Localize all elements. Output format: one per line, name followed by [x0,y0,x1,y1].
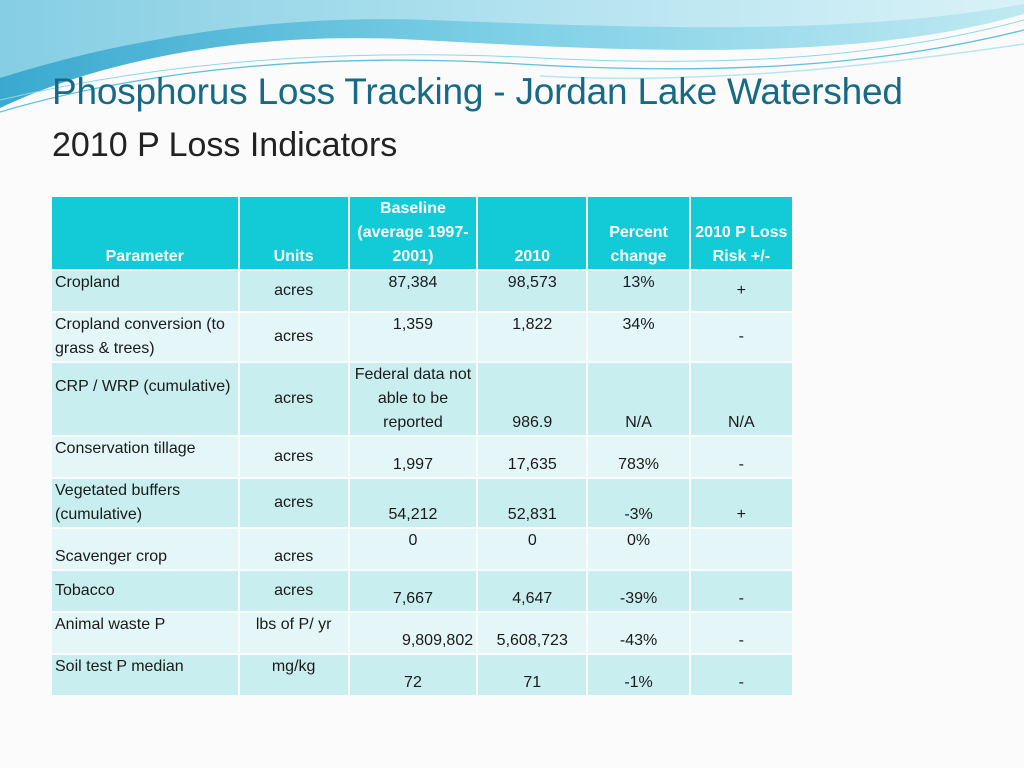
cell-2010: 986.9 [478,363,587,435]
header-wave-decoration [0,0,1024,130]
slide-subtitle: 2010 P Loss Indicators [52,126,398,164]
slide-title: Phosphorus Loss Tracking - Jordan Lake W… [52,71,903,112]
cell-risk: - [690,613,792,653]
cell-baseline: 87,384 [349,271,477,311]
cell-units: mg/kg [239,655,348,695]
header-row: Parameter Units Baseline (average 1997-2… [52,197,792,269]
cell-percent-change: -39% [588,571,689,611]
cell-units: acres [239,571,348,611]
header-percent-change: Percent change [588,197,689,269]
header-units: Units [239,197,348,269]
cell-parameter: Cropland [52,271,238,311]
cell-units: acres [239,363,348,435]
cell-2010: 17,635 [478,437,587,477]
header-2010: 2010 [478,197,587,269]
cell-units: lbs of P/ yr [239,613,348,653]
header-baseline: Baseline (average 1997-2001) [349,197,477,269]
table-row: Soil test P median mg/kg 72 71 -1% - [52,655,792,695]
cell-parameter: Scavenger crop [52,529,238,569]
cell-risk: N/A [690,363,792,435]
cell-baseline: Federal data not able to be reported [349,363,477,435]
header-parameter: Parameter [52,197,238,269]
cell-percent-change: 783% [588,437,689,477]
cell-2010: 1,822 [478,313,587,361]
cell-2010: 0 [478,529,587,569]
cell-parameter: Vegetated buffers (cumulative) [52,479,238,527]
p-loss-indicators-table: Parameter Units Baseline (average 1997-2… [50,195,794,697]
cell-baseline: 0 [349,529,477,569]
cell-risk: + [690,479,792,527]
header-risk: 2010 P Loss Risk +/- [690,197,792,269]
cell-units: acres [239,437,348,477]
table-row: Cropland acres 87,384 98,573 13% + [52,271,792,311]
cell-2010: 71 [478,655,587,695]
cell-baseline: 54,212 [349,479,477,527]
cell-risk: - [690,655,792,695]
cell-baseline: 1,997 [349,437,477,477]
cell-percent-change: N/A [588,363,689,435]
cell-percent-change: -3% [588,479,689,527]
cell-2010: 98,573 [478,271,587,311]
cell-percent-change: 0% [588,529,689,569]
cell-risk [690,529,792,569]
cell-baseline: 9,809,802 [349,613,477,653]
cell-risk: - [690,313,792,361]
cell-2010: 4,647 [478,571,587,611]
cell-percent-change: 13% [588,271,689,311]
table-row: Tobacco acres 7,667 4,647 -39% - [52,571,792,611]
cell-baseline: 72 [349,655,477,695]
cell-percent-change: -1% [588,655,689,695]
cell-percent-change: -43% [588,613,689,653]
table-row: Vegetated buffers (cumulative) acres 54,… [52,479,792,527]
cell-units: acres [239,271,348,311]
title-block: Phosphorus Loss Tracking - Jordan Lake W… [52,66,903,170]
cell-parameter: Animal waste P [52,613,238,653]
cell-units: acres [239,313,348,361]
cell-parameter: Soil test P median [52,655,238,695]
cell-baseline: 1,359 [349,313,477,361]
cell-baseline: 7,667 [349,571,477,611]
cell-2010: 5,608,723 [478,613,587,653]
table-row: CRP / WRP (cumulative) acres Federal dat… [52,363,792,435]
cell-units: acres [239,479,348,527]
cell-risk: - [690,437,792,477]
cell-parameter: Conservation tillage [52,437,238,477]
cell-risk: + [690,271,792,311]
cell-parameter: CRP / WRP (cumulative) [52,363,238,435]
cell-units: acres [239,529,348,569]
cell-2010: 52,831 [478,479,587,527]
table-row: Cropland conversion (to grass & trees) a… [52,313,792,361]
cell-parameter: Cropland conversion (to grass & trees) [52,313,238,361]
table-row: Scavenger crop acres 0 0 0% [52,529,792,569]
cell-risk: - [690,571,792,611]
cell-percent-change: 34% [588,313,689,361]
cell-parameter: Tobacco [52,571,238,611]
table-row: Conservation tillage acres 1,997 17,635 … [52,437,792,477]
table-row: Animal waste P lbs of P/ yr 9,809,802 5,… [52,613,792,653]
